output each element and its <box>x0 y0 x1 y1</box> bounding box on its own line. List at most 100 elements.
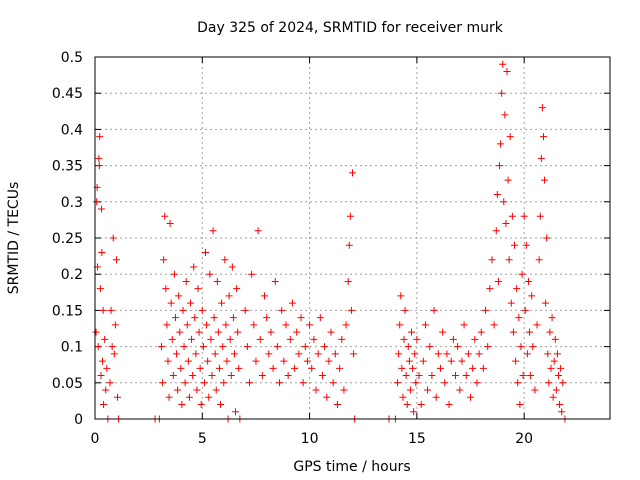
data-point <box>471 335 479 343</box>
y-tick-label: 0.45 <box>52 86 83 102</box>
data-point <box>215 364 223 372</box>
data-point <box>97 372 105 380</box>
data-point <box>513 285 521 293</box>
data-point <box>226 335 234 343</box>
data-point <box>184 357 192 365</box>
data-point <box>93 198 101 206</box>
data-point <box>521 306 529 314</box>
data-point <box>345 241 353 249</box>
data-point <box>170 270 178 278</box>
data-point <box>436 364 444 372</box>
data-point <box>199 343 207 351</box>
data-point <box>194 285 202 293</box>
data-point <box>327 328 335 336</box>
data-point <box>517 343 525 351</box>
data-point <box>518 270 526 278</box>
data-point <box>107 306 115 314</box>
data-point <box>211 350 219 358</box>
y-tick-label: 0.2 <box>61 267 83 283</box>
data-point <box>164 357 172 365</box>
data-point <box>469 364 477 372</box>
data-point <box>243 343 251 351</box>
y-tick-label: 0.35 <box>52 159 83 175</box>
data-point <box>316 314 324 322</box>
data-point <box>325 357 333 365</box>
data-point <box>531 386 539 394</box>
data-point <box>241 306 249 314</box>
data-point <box>501 111 509 119</box>
data-point <box>321 343 329 351</box>
data-point <box>293 328 301 336</box>
data-point <box>349 169 356 177</box>
data-point <box>538 104 546 112</box>
data-point <box>96 285 104 293</box>
data-point <box>280 357 288 365</box>
data-point <box>303 357 311 365</box>
data-point <box>312 386 320 394</box>
data-point <box>263 314 271 322</box>
data-point <box>220 379 228 387</box>
data-point <box>221 256 229 264</box>
data-point <box>100 401 108 409</box>
x-tick-label: 0 <box>91 431 100 447</box>
data-point <box>458 357 466 365</box>
data-point <box>92 328 100 336</box>
data-point <box>539 133 547 141</box>
x-tick-label: 10 <box>301 431 319 447</box>
data-point <box>323 393 331 401</box>
data-point <box>464 350 472 358</box>
data-point <box>428 372 436 380</box>
data-point <box>552 386 560 394</box>
data-point <box>254 227 262 235</box>
data-point <box>329 379 337 387</box>
data-point <box>197 401 205 409</box>
data-point <box>473 379 481 387</box>
data-point <box>528 292 536 300</box>
data-point <box>177 364 185 372</box>
data-point <box>512 357 520 365</box>
data-point <box>101 335 109 343</box>
data-point <box>492 227 500 235</box>
data-point <box>523 350 531 358</box>
data-point <box>526 328 534 336</box>
data-point <box>295 350 303 358</box>
data-point <box>212 386 220 394</box>
data-point <box>419 357 427 365</box>
data-point <box>291 364 299 372</box>
data-point <box>96 133 104 141</box>
data-point <box>95 154 103 162</box>
data-point <box>106 379 114 387</box>
data-point <box>207 335 215 343</box>
data-point <box>340 386 348 394</box>
data-point <box>267 328 275 336</box>
data-point <box>232 408 240 416</box>
x-tick-label: 5 <box>198 431 207 447</box>
data-point <box>191 314 199 322</box>
data-point <box>114 393 122 401</box>
data-point <box>180 343 188 351</box>
data-point <box>198 306 206 314</box>
data-point <box>490 321 498 329</box>
data-point <box>413 335 421 343</box>
data-point <box>306 321 314 329</box>
data-point <box>519 372 527 380</box>
data-point <box>110 350 118 358</box>
data-point <box>342 321 350 329</box>
data-point <box>213 277 221 285</box>
data-point <box>350 350 358 358</box>
data-point <box>185 393 193 401</box>
y-axis-label: SRMTID / TECUs <box>6 182 22 295</box>
data-point <box>479 364 487 372</box>
data-point <box>178 401 186 409</box>
data-point <box>395 350 403 358</box>
data-point <box>537 154 545 162</box>
data-point <box>536 212 544 220</box>
y-tick-label: 0.4 <box>61 122 83 138</box>
data-point <box>434 350 442 358</box>
data-point <box>168 335 176 343</box>
chart-title: Day 325 of 2024, SRMTID for receiver mur… <box>197 20 504 36</box>
data-point <box>94 343 102 351</box>
data-point <box>250 321 258 329</box>
data-point <box>278 306 286 314</box>
